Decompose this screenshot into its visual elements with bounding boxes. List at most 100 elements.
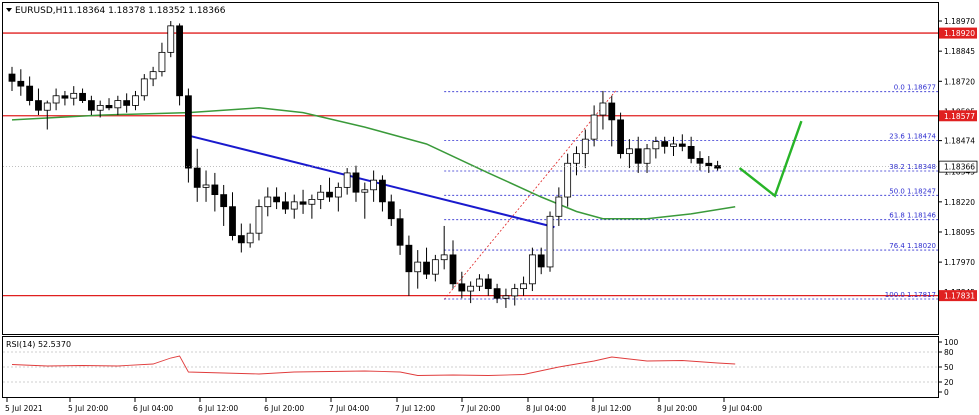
candle-body	[237, 235, 245, 244]
candle-body	[670, 143, 677, 147]
time-tick-label-3: 6 Jul 12:00	[198, 404, 238, 413]
time-tick-label-2: 6 Jul 04:00	[133, 404, 173, 413]
candle-body	[431, 259, 439, 275]
candle-body	[705, 162, 713, 167]
candle-body	[193, 167, 201, 188]
candle-body	[476, 278, 483, 287]
candle-body	[132, 95, 139, 106]
candle-body	[643, 148, 651, 164]
candle-body	[308, 199, 316, 205]
candle-body	[202, 184, 210, 188]
candle-body	[105, 105, 113, 109]
chart-menu-triangle-icon[interactable]	[6, 8, 12, 12]
candle-body	[317, 191, 325, 200]
candle-body	[184, 95, 192, 169]
candle-body	[158, 51, 166, 73]
price-tick-label-4: 1.18474	[944, 137, 975, 146]
time-tick-label-1: 5 Jul 20:00	[68, 404, 108, 413]
candle-body	[599, 102, 607, 116]
candle-body	[387, 201, 395, 220]
main-pane-frame	[2, 2, 939, 335]
fib-level-label-2: 38.2 1.18348	[889, 163, 936, 171]
rsi-tick-label-20: 20	[944, 378, 954, 387]
candle-body	[449, 254, 457, 285]
candle-body	[361, 189, 369, 193]
forecast-arrows	[738, 120, 803, 198]
candle-body	[96, 105, 104, 111]
candle-body	[564, 162, 572, 198]
time-tick-label-10: 8 Jul 20:00	[657, 404, 697, 413]
candle-body	[678, 143, 686, 147]
candle-body	[458, 283, 466, 292]
candle-body	[114, 100, 122, 109]
candle-body	[246, 232, 254, 244]
moving-average-line	[11, 107, 736, 220]
time-tick-label-9: 8 Jul 12:00	[591, 404, 631, 413]
candle-body	[87, 100, 95, 111]
candle-body	[176, 25, 183, 97]
moving-average	[11, 107, 736, 220]
candle-body	[634, 148, 642, 164]
level-badge-0	[939, 27, 977, 39]
candle-body	[282, 201, 289, 210]
candle-body	[537, 254, 545, 268]
price-tick-label-8: 1.17970	[944, 258, 975, 267]
candle-body	[396, 218, 404, 246]
candle-body	[661, 141, 669, 147]
rsi-pane-frame	[2, 336, 939, 398]
candle-body	[546, 215, 554, 268]
candle-body	[255, 206, 263, 234]
fib-level-label-6: 100.0 1.17817	[885, 291, 936, 299]
candle-body	[370, 179, 378, 191]
level-badge-label-2: 1.17831	[944, 292, 975, 301]
candle-body	[43, 102, 51, 111]
time-tick-label-5: 7 Jul 04:00	[329, 404, 369, 413]
time-tick-label-11: 9 Jul 04:00	[722, 404, 762, 413]
time-axis: 5 Jul 2021 5 Jul 20:00 6 Jul 04:00 6 Jul 12…	[5, 398, 762, 413]
rsi-line	[11, 355, 736, 376]
fib-level-label-0: 0.0 1.18677	[894, 84, 936, 92]
price-tick-label-6: 1.18220	[944, 198, 975, 207]
candle-body	[467, 285, 475, 292]
candle-body	[70, 92, 78, 99]
candle-body	[273, 196, 281, 203]
candle-body	[696, 158, 704, 164]
candle-body	[528, 254, 536, 285]
candle-body	[555, 196, 563, 217]
candle-body	[35, 100, 42, 111]
candle-body	[687, 145, 695, 159]
candle-body	[414, 261, 422, 273]
candle-body	[220, 194, 228, 208]
candle-body	[343, 172, 351, 188]
current-price-badge-label: 1.18366	[944, 163, 975, 172]
time-tick-label-6: 7 Jul 12:00	[395, 404, 435, 413]
price-tick-label-2: 1.18720	[944, 77, 975, 86]
candle-body	[511, 288, 519, 297]
forecast-path	[738, 120, 803, 198]
candle-body	[423, 261, 430, 275]
candle-body	[61, 95, 69, 99]
candle-body	[379, 179, 386, 203]
candle-body	[493, 288, 501, 299]
candle-body	[79, 92, 86, 101]
fib-level-label-3: 50.0 1.18247	[889, 187, 936, 195]
candle-body	[229, 206, 236, 236]
time-tick-label-0: 5 Jul 2021	[5, 404, 43, 413]
candle-body	[352, 172, 360, 193]
candle-body	[17, 80, 25, 87]
candle-body	[608, 102, 616, 121]
level-badge-label-1: 1.18577	[944, 112, 975, 121]
candle-body	[52, 95, 60, 104]
fib-retracement: 0.0 1.18677 23.6 1.18474 38.2 1.18348 50.0 …	[443, 84, 938, 300]
candle-body	[581, 138, 589, 155]
candle-body	[167, 25, 175, 53]
candle-body	[26, 85, 34, 101]
ohlc-readout: 1.18364 1.18378 1.18352 1.18366	[68, 6, 226, 16]
candle-body	[520, 283, 527, 290]
candle-body	[440, 254, 448, 261]
fib-anchor-line	[443, 89, 617, 300]
candle-body	[264, 196, 272, 208]
candle-body	[290, 201, 298, 210]
candle-body	[652, 141, 660, 150]
